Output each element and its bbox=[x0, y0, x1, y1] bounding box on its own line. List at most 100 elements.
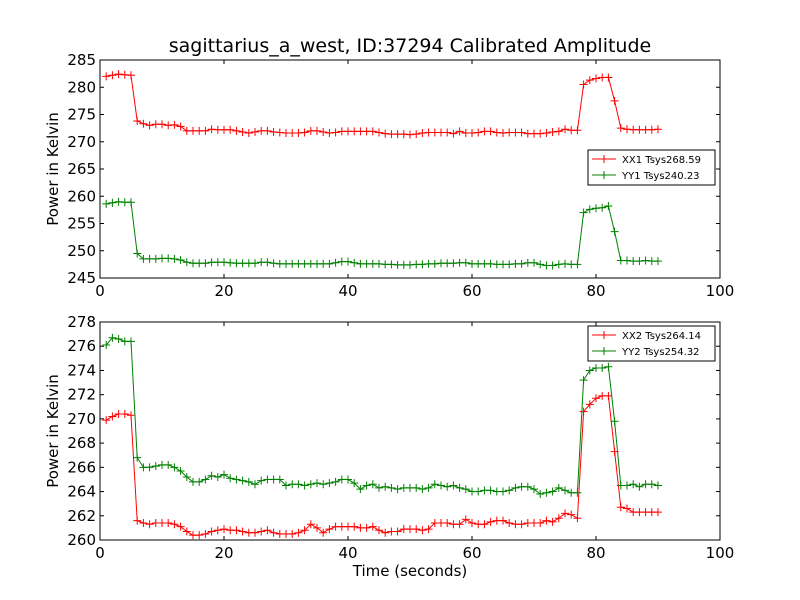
data-point-yy2 bbox=[182, 473, 191, 482]
data-point-xx2 bbox=[567, 510, 576, 519]
data-point-xx2 bbox=[604, 391, 613, 400]
data-point-xx2 bbox=[127, 411, 135, 420]
bottom-y-axis-label: Power in Kelvin bbox=[44, 374, 62, 488]
data-point-xx1 bbox=[468, 129, 476, 138]
data-point-yy2 bbox=[102, 341, 111, 350]
data-point-xx2 bbox=[350, 522, 359, 531]
data-point-xx2 bbox=[561, 509, 569, 518]
data-point-xx2 bbox=[306, 520, 315, 529]
data-point-yy2 bbox=[238, 476, 247, 485]
data-point-xx1 bbox=[536, 129, 545, 138]
data-point-yy2 bbox=[430, 480, 439, 489]
data-point-xx2 bbox=[585, 400, 594, 409]
data-point-xx1 bbox=[300, 128, 309, 137]
data-point-xx2 bbox=[536, 519, 545, 528]
data-point-xx1 bbox=[145, 121, 154, 130]
top-legend-box bbox=[587, 149, 716, 186]
data-point-xx2 bbox=[375, 526, 383, 535]
data-point-yy1 bbox=[573, 260, 582, 269]
data-point-xx2 bbox=[182, 527, 191, 536]
data-point-xx2 bbox=[294, 528, 303, 537]
data-point-xx2 bbox=[424, 525, 433, 534]
data-point-xx2 bbox=[616, 503, 625, 512]
data-point-yy2 bbox=[275, 475, 284, 484]
legend-label-yy1: YY1 Tsys240.23 bbox=[621, 171, 700, 182]
data-point-yy1 bbox=[182, 258, 191, 267]
data-point-xx2 bbox=[548, 517, 557, 526]
data-point-yy2 bbox=[511, 483, 520, 492]
data-point-xx1 bbox=[610, 96, 619, 105]
data-point-yy2 bbox=[282, 481, 290, 490]
data-point-xx1 bbox=[207, 125, 216, 134]
data-point-yy2 bbox=[505, 486, 514, 495]
data-point-xx2 bbox=[542, 516, 551, 525]
data-point-yy1 bbox=[517, 259, 526, 268]
data-point-yy2 bbox=[381, 482, 390, 491]
data-point-xx2 bbox=[319, 528, 328, 537]
data-point-yy2 bbox=[176, 466, 185, 475]
top-x-tick-label: 60 bbox=[462, 282, 481, 300]
data-point-yy2 bbox=[548, 487, 557, 496]
bottom-x-tick-label: 60 bbox=[462, 544, 481, 562]
data-point-yy2 bbox=[486, 486, 495, 495]
data-point-xx1 bbox=[585, 76, 594, 85]
x-axis-label: Time (seconds) bbox=[352, 562, 468, 580]
top-y-tick-label: 250 bbox=[67, 242, 96, 260]
data-point-xx2 bbox=[120, 410, 129, 419]
data-point-yy1 bbox=[114, 197, 123, 206]
data-point-xx2 bbox=[412, 525, 421, 534]
data-point-yy2 bbox=[461, 485, 470, 494]
data-point-xx1 bbox=[449, 129, 458, 138]
data-point-xx2 bbox=[139, 519, 148, 528]
data-point-xx1 bbox=[269, 127, 278, 136]
data-point-xx1 bbox=[623, 125, 631, 134]
data-point-yy1 bbox=[170, 254, 179, 263]
data-point-yy2 bbox=[244, 477, 253, 486]
data-point-yy1 bbox=[151, 254, 160, 263]
bottom-x-tick-label: 0 bbox=[95, 544, 105, 562]
data-point-xx1 bbox=[647, 125, 656, 134]
data-point-yy1 bbox=[654, 257, 662, 266]
bottom-x-tick-label: 100 bbox=[706, 544, 735, 562]
data-point-yy2 bbox=[108, 333, 117, 342]
data-point-xx2 bbox=[573, 514, 582, 523]
data-point-yy2 bbox=[604, 362, 613, 371]
data-point-xx1 bbox=[592, 74, 600, 83]
data-point-xx2 bbox=[461, 515, 470, 524]
data-point-yy1 bbox=[331, 258, 340, 267]
top-y-tick-label: 260 bbox=[67, 187, 96, 205]
bottom-series-layer bbox=[102, 333, 662, 540]
bottom-ticks: 0 20 40 60 80 100 260 262 264 266 268 270 272 274 276 2… bbox=[67, 313, 734, 562]
bottom-y-tick-label: 274 bbox=[67, 361, 96, 379]
data-point-yy2 bbox=[300, 481, 309, 490]
data-point-xx1 bbox=[542, 129, 551, 138]
data-point-xx1 bbox=[499, 129, 507, 138]
legend-label-xx2: XX2 Tsys264.14 bbox=[622, 331, 701, 342]
data-point-yy2 bbox=[523, 482, 532, 491]
data-point-yy2 bbox=[455, 483, 464, 492]
data-point-xx2 bbox=[443, 519, 452, 528]
bottom-y-tick-label: 270 bbox=[67, 410, 96, 428]
data-point-yy1 bbox=[585, 205, 594, 214]
bottom-axes-frame bbox=[99, 321, 721, 541]
top-subplot: 0 20 40 60 80 100245250255260265270275280285 … bbox=[44, 35, 734, 300]
data-point-yy2 bbox=[554, 483, 563, 492]
data-point-xx1 bbox=[654, 125, 662, 134]
data-point-yy2 bbox=[232, 475, 241, 484]
data-point-yy2 bbox=[251, 480, 259, 489]
data-point-yy2 bbox=[114, 334, 123, 343]
data-point-xx2 bbox=[251, 528, 259, 537]
data-point-yy2 bbox=[418, 485, 427, 494]
data-point-yy2 bbox=[226, 474, 235, 483]
data-point-yy2 bbox=[294, 480, 303, 489]
data-point-yy2 bbox=[207, 471, 216, 480]
data-point-xx2 bbox=[325, 525, 334, 534]
data-point-xx1 bbox=[263, 126, 272, 135]
data-point-xx1 bbox=[561, 125, 569, 134]
data-point-yy1 bbox=[176, 256, 185, 265]
data-point-yy2 bbox=[145, 463, 154, 472]
data-point-xx2 bbox=[486, 517, 495, 526]
data-point-xx1 bbox=[604, 73, 613, 82]
bottom-x-tick-label: 80 bbox=[586, 544, 605, 562]
